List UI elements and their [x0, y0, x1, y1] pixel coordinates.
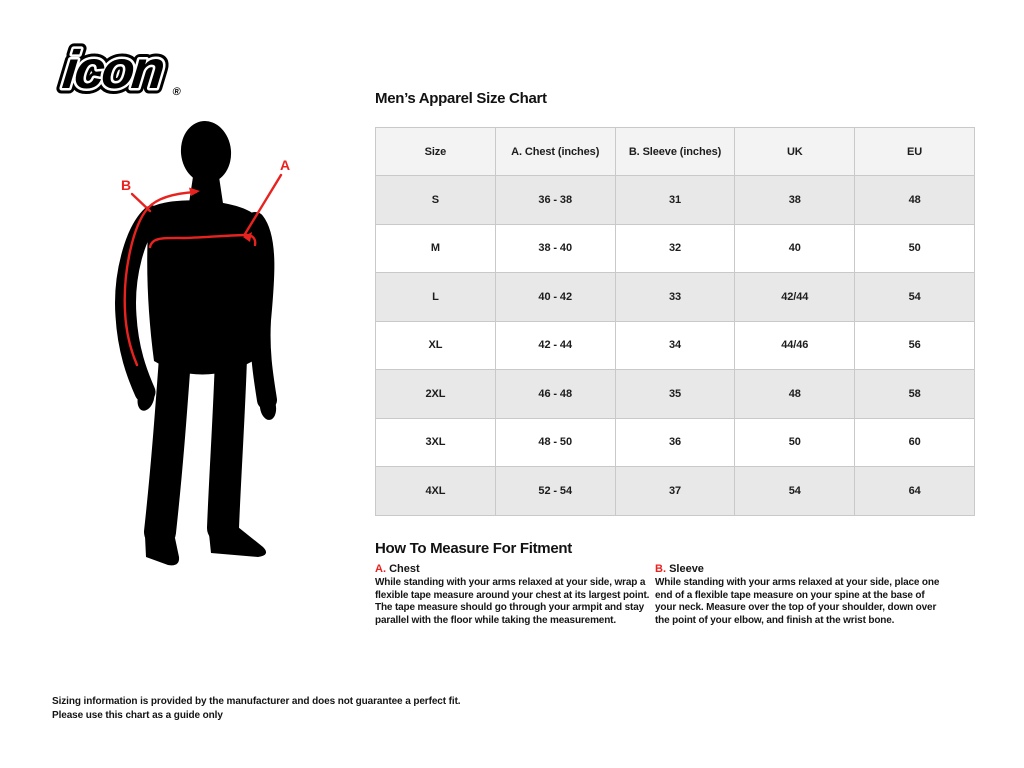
- uk-cell: 42/44: [734, 272, 856, 322]
- column-header-sleeve: B. Sleeve (inches): [614, 127, 736, 176]
- disclaimer-line-1: Sizing information is provided by the ma…: [52, 696, 461, 707]
- sleeve-arrowhead: [189, 187, 200, 196]
- eu-cell: 58: [854, 369, 975, 419]
- column-header-eu: EU: [854, 127, 975, 176]
- logo-outline-inner: icon: [60, 40, 166, 100]
- chest-arrowhead: [243, 232, 252, 242]
- logo-outline-outer: icon: [60, 40, 166, 100]
- chest-cell: 42 - 44: [494, 320, 616, 370]
- sleeve-measure-line: [123, 190, 198, 367]
- mens-silhouette-figure: A B: [115, 121, 290, 566]
- eu-cell: 64: [854, 466, 975, 516]
- size-cell: XL: [375, 320, 496, 370]
- measure-chest-heading: A. Chest: [375, 563, 653, 575]
- label-a: A: [280, 157, 290, 173]
- icon-brand-logo: icon icon icon ®: [54, 40, 181, 102]
- table-row-s: S 36 - 38 31 38 48: [375, 175, 975, 225]
- column-header-size: Size: [375, 127, 496, 176]
- measure-section-sleeve: B. Sleeve While standing with your arms …: [655, 563, 947, 627]
- size-cell: M: [375, 223, 496, 273]
- sleeve-cell: 37: [614, 466, 736, 516]
- column-header-chest: A. Chest (inches): [494, 127, 616, 176]
- uk-cell: 54: [734, 466, 856, 516]
- table-row-3xl: 3XL 48 - 50 36 50 60: [375, 417, 975, 467]
- uk-cell: 50: [734, 417, 856, 467]
- table-row-2xl: 2XL 46 - 48 35 48 58: [375, 369, 975, 419]
- label-a-pointer-line: [243, 173, 283, 236]
- chest-cell: 38 - 40: [494, 223, 616, 273]
- measure-sleeve-heading: B. Sleeve: [655, 563, 947, 575]
- sleeve-cell: 32: [614, 223, 736, 273]
- eu-cell: 48: [854, 175, 975, 225]
- eu-cell: 56: [854, 320, 975, 370]
- uk-cell: 40: [734, 223, 856, 273]
- disclaimer-line-2: Please use this chart as a guide only: [52, 710, 223, 721]
- sleeve-cell: 36: [614, 417, 736, 467]
- chest-cell: 46 - 48: [494, 369, 616, 419]
- label-b-pointer-line: [130, 192, 152, 213]
- size-chart-table: Size A. Chest (inches) B. Sleeve (inches…: [375, 127, 975, 516]
- measure-chest-name: Chest: [389, 563, 420, 575]
- how-to-measure-title: How To Measure For Fitment: [375, 540, 572, 557]
- uk-cell: 48: [734, 369, 856, 419]
- size-chart-title: Men’s Apparel Size Chart: [375, 90, 547, 107]
- table-row-4xl: 4XL 52 - 54 37 54 64: [375, 466, 975, 516]
- chest-measure-line: [148, 233, 257, 249]
- sleeve-cell: 31: [614, 175, 736, 225]
- measure-sleeve-text: While standing with your arms relaxed at…: [655, 577, 940, 626]
- eu-cell: 50: [854, 223, 975, 273]
- size-cell: L: [375, 272, 496, 322]
- table-row-l: L 40 - 42 33 42/44 54: [375, 272, 975, 322]
- uk-cell: 44/46: [734, 320, 856, 370]
- sleeve-cell: 33: [614, 272, 736, 322]
- size-cell: S: [375, 175, 496, 225]
- measure-sleeve-name: Sleeve: [669, 563, 704, 575]
- chest-cell: 36 - 38: [494, 175, 616, 225]
- sleeve-cell: 35: [614, 369, 736, 419]
- sizing-disclaimer: Sizing information is provided by the ma…: [52, 695, 461, 723]
- chest-cell: 52 - 54: [494, 466, 616, 516]
- table-row-xl: XL 42 - 44 34 44/46 56: [375, 320, 975, 370]
- eu-cell: 54: [854, 272, 975, 322]
- size-cell: 2XL: [375, 369, 496, 419]
- size-cell: 3XL: [375, 417, 496, 467]
- registered-trademark: ®: [172, 86, 181, 98]
- chest-cell: 40 - 42: [494, 272, 616, 322]
- sleeve-cell: 34: [614, 320, 736, 370]
- measure-chest-text: While standing with your arms relaxed at…: [375, 577, 650, 626]
- eu-cell: 60: [854, 417, 975, 467]
- column-header-uk: UK: [734, 127, 856, 176]
- label-b: B: [121, 177, 131, 193]
- chest-cell: 48 - 50: [494, 417, 616, 467]
- uk-cell: 38: [734, 175, 856, 225]
- measure-chest-letter: A.: [375, 563, 386, 575]
- table-header-row: Size A. Chest (inches) B. Sleeve (inches…: [375, 127, 975, 176]
- measure-section-chest: A. Chest While standing with your arms r…: [375, 563, 653, 627]
- size-cell: 4XL: [375, 466, 496, 516]
- logo-wordmark: icon: [60, 40, 166, 100]
- measure-sleeve-letter: B.: [655, 563, 666, 575]
- table-row-m: M 38 - 40 32 40 50: [375, 223, 975, 273]
- silhouette-limbs: [115, 205, 277, 548]
